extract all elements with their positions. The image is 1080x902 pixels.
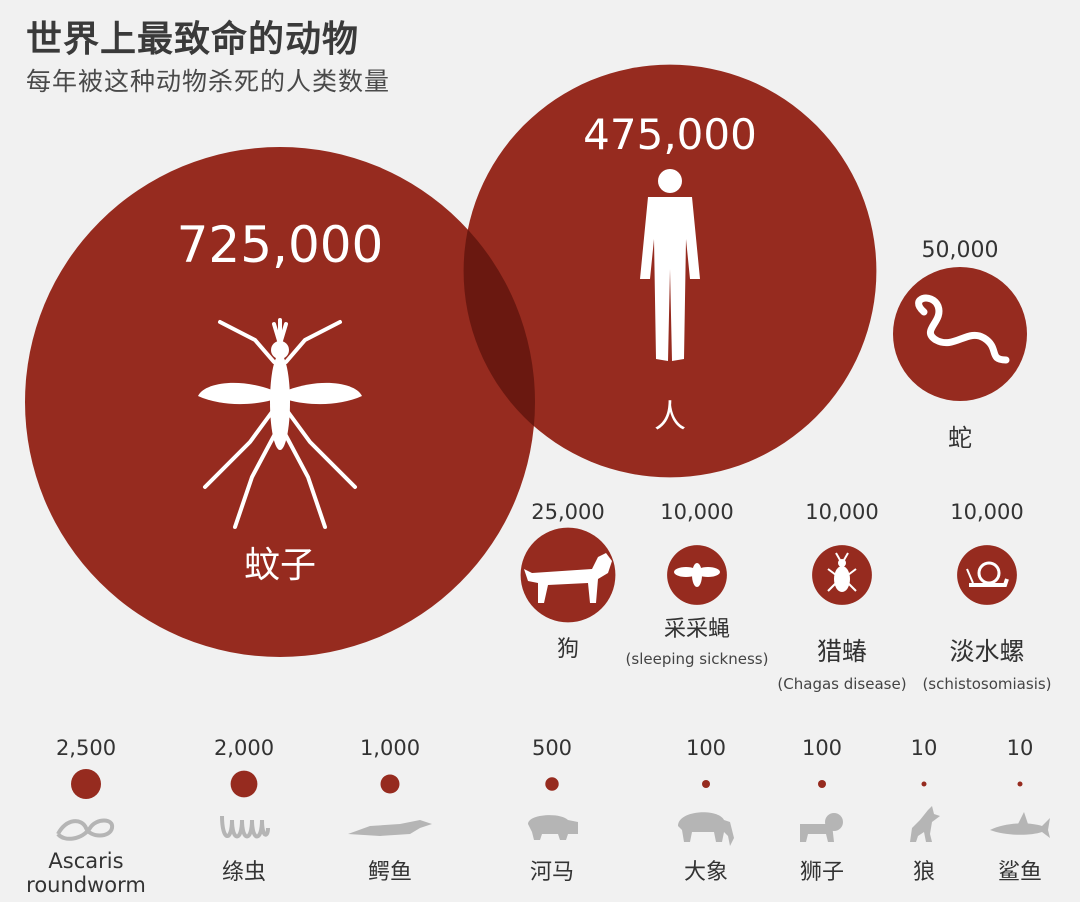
value-label-shark: 10	[1007, 736, 1034, 760]
bubble-lion	[818, 780, 826, 788]
value-label-crocodile: 1,000	[360, 736, 420, 760]
value-label-lion: 100	[802, 736, 842, 760]
value-label-dog: 25,000	[531, 500, 604, 524]
value-label-mosquito: 725,000	[177, 216, 384, 274]
value-label-human: 475,000	[583, 110, 757, 159]
category-label-tsetse-fly: 采采蝇	[664, 617, 730, 642]
sublabel-assassin-bug: (Chagas disease)	[777, 675, 906, 693]
snake-icon	[915, 294, 1010, 364]
value-label-roundworm: 2,500	[56, 736, 116, 760]
sublabel-snail: (schistosomiasis)	[922, 675, 1051, 693]
bubble-elephant	[702, 780, 710, 788]
category-label-shark: 鲨鱼	[998, 860, 1042, 885]
tapeworm-icon	[220, 815, 270, 839]
category-label-snake: 蛇	[948, 424, 972, 452]
value-label-snake: 50,000	[922, 238, 999, 263]
lion-icon	[800, 813, 843, 842]
chart-title: 世界上最致命的动物	[26, 19, 360, 60]
category-label-snail: 淡水螺	[949, 637, 1024, 666]
shark-icon	[990, 812, 1050, 838]
bubble-snake	[893, 267, 1027, 401]
category-label-assassin-bug: 猎蝽	[817, 637, 867, 666]
bubble-snail	[957, 545, 1017, 605]
bubble-crocodile	[380, 774, 400, 794]
snail-icon	[966, 561, 1009, 587]
hippo-icon	[528, 815, 578, 840]
value-label-tsetse-fly: 10,000	[660, 500, 733, 524]
human-icon	[640, 169, 700, 361]
chart-subtitle: 每年被这种动物杀死的人类数量	[26, 67, 391, 96]
value-label-elephant: 100	[686, 736, 726, 760]
category-label-elephant: 大象	[684, 860, 728, 885]
roundworm-icon	[56, 818, 115, 841]
value-label-hippo: 500	[532, 736, 572, 760]
sublabel-tsetse-fly: (sleeping sickness)	[626, 650, 769, 668]
icons-layer	[56, 169, 1050, 846]
category-label-human: 人	[654, 397, 686, 435]
wolf-icon	[910, 806, 940, 842]
category-label-roundworm: Ascaris	[48, 849, 123, 873]
value-label-tapeworm: 2,000	[214, 736, 274, 760]
category-label-roundworm-2: roundworm	[26, 873, 146, 897]
category-label-crocodile: 鳄鱼	[368, 860, 412, 885]
bubble-human	[463, 64, 877, 478]
dog-icon	[524, 553, 612, 603]
assassin-bug-icon	[827, 552, 857, 592]
bubble-shark	[1017, 781, 1023, 787]
tsetse-fly-icon	[674, 563, 720, 587]
mosquito-icon	[198, 318, 362, 529]
bubble-roundworm	[71, 769, 101, 799]
value-label-snail: 10,000	[950, 500, 1023, 524]
bubble-tapeworm	[230, 770, 258, 798]
category-label-mosquito: 蚊子	[244, 545, 316, 586]
labels-layer: 725,000 蚊子 475,000 人 50,000 蛇 25,000 狗 10,000 采采蝇…	[26, 110, 1051, 897]
crocodile-icon	[348, 820, 432, 836]
category-label-wolf: 狼	[913, 860, 935, 885]
value-label-assassin-bug: 10,000	[805, 500, 878, 524]
value-label-wolf: 10	[911, 736, 938, 760]
category-label-dog: 狗	[557, 637, 579, 662]
elephant-icon	[678, 812, 734, 846]
category-label-tapeworm: 绦虫	[222, 860, 266, 885]
bubble-wolf	[921, 781, 927, 787]
category-label-hippo: 河马	[530, 860, 574, 885]
category-label-lion: 狮子	[800, 860, 844, 885]
bubble-hippo	[545, 777, 559, 791]
